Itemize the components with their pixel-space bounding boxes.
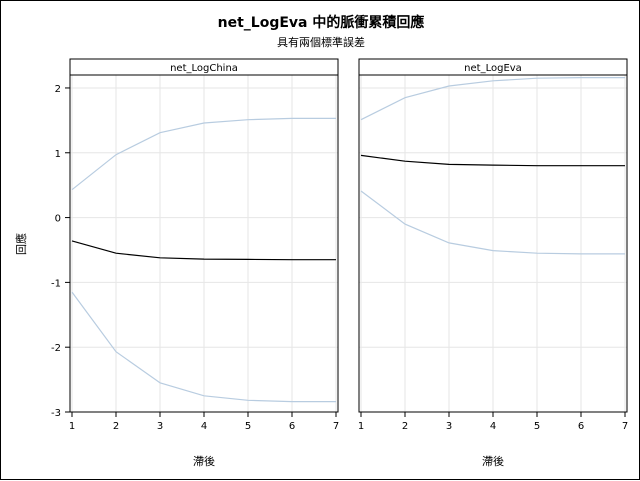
x-tick-label: 5 xyxy=(245,421,251,432)
y-tick-label: 1 xyxy=(55,149,61,160)
series-line-lower xyxy=(71,291,336,403)
series-line-response xyxy=(360,154,625,167)
y-tick-label: 2 xyxy=(55,84,61,95)
panel-header-label: net_LogChina xyxy=(170,63,238,74)
panel-0: net_LogChina 1 2 3 4 5 6 7 -3 -2 -1 0 1 2 xyxy=(51,58,339,432)
series-line-upper xyxy=(71,117,336,191)
x-tick-label: 2 xyxy=(113,421,119,432)
y-tick-label: -2 xyxy=(51,343,61,354)
series-line-lower xyxy=(360,190,625,255)
x-tick-label: 1 xyxy=(358,421,364,432)
chart-subtitle: 具有兩個標準誤差 xyxy=(277,35,365,49)
panels-group: net_LogChina 1 2 3 4 5 6 7 -3 -2 -1 0 1 2 net_LogEva 1 2… xyxy=(51,58,628,432)
x-tick-label: 5 xyxy=(534,421,540,432)
y-tick-label: -1 xyxy=(51,278,61,289)
chart-title: net_LogEva 中的脈衝累積回應 xyxy=(218,14,425,31)
x-tick-label: 4 xyxy=(201,421,207,432)
series-line-response xyxy=(71,240,336,261)
x-axis-label-right: 滯後 xyxy=(482,454,504,468)
series-line-upper xyxy=(360,76,625,121)
panel-1: net_LogEva 1 2 3 4 5 6 7 xyxy=(358,58,628,432)
y-axis-label: 回應 xyxy=(14,233,28,255)
x-tick-label: 6 xyxy=(578,421,584,432)
x-tick-label: 1 xyxy=(69,421,75,432)
x-tick-label: 7 xyxy=(622,421,628,432)
y-tick-label: -3 xyxy=(51,408,61,419)
x-tick-label: 6 xyxy=(289,421,295,432)
x-tick-label: 2 xyxy=(402,421,408,432)
panel-header-label: net_LogEva xyxy=(464,63,522,74)
x-tick-label: 4 xyxy=(490,421,496,432)
y-tick-label: 0 xyxy=(55,214,61,225)
x-tick-label: 3 xyxy=(157,421,163,432)
x-tick-label: 3 xyxy=(446,421,452,432)
x-axis-label-left: 滯後 xyxy=(193,454,215,468)
x-tick-label: 7 xyxy=(333,421,339,432)
